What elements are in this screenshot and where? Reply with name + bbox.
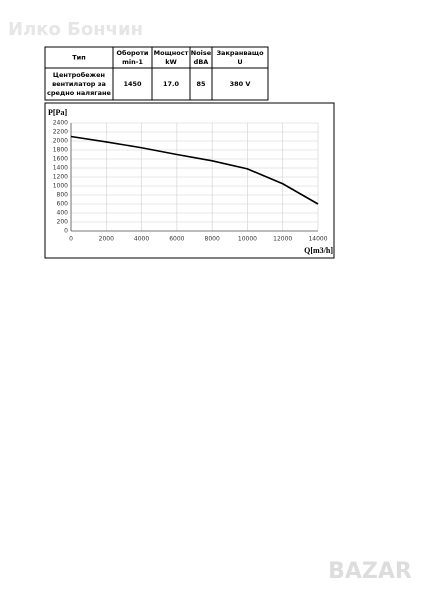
table-cell: U [237, 58, 242, 66]
x-axis-label: Q[m3/h] [304, 246, 333, 255]
y-tick-label: 1600 [53, 156, 68, 163]
x-tick-label: 12000 [273, 236, 292, 243]
x-tick-label: 6000 [169, 236, 184, 243]
table-cell: dBA [194, 58, 209, 66]
y-tick-label: 200 [57, 219, 69, 226]
table-cell: 1450 [123, 80, 142, 88]
y-tick-label: 1800 [53, 147, 68, 154]
curve [70, 135, 319, 205]
x-tick-label: 4000 [134, 236, 149, 243]
y-tick-label: 1200 [53, 174, 68, 181]
x-tick-label: 8000 [205, 236, 220, 243]
table-cell: min-1 [122, 58, 143, 66]
y-tick-label: 1000 [53, 183, 68, 190]
table-cell: Noise [191, 49, 212, 57]
table-cell: вентилатор за [52, 80, 106, 88]
y-axis-label: P[Pa] [48, 108, 67, 117]
table-cell: Закранващо [216, 49, 264, 57]
table-cell: 85 [196, 80, 206, 88]
chart-frame [44, 102, 335, 259]
table-cell: kW [165, 58, 177, 66]
y-tick-label: 2200 [53, 129, 68, 136]
table-cell: средно налягане [47, 89, 111, 97]
y-tick-label: 2400 [53, 120, 68, 127]
table-border [44, 46, 269, 101]
table-cell: Мощност [154, 49, 189, 57]
table-cell: 17.0 [163, 80, 180, 88]
table-cell: Обороти [117, 49, 149, 57]
table-cell: 380 V [230, 80, 251, 88]
y-tick-label: 400 [57, 210, 69, 217]
x-tick-label: 0 [69, 236, 73, 243]
watermark: Илко Бончин [8, 19, 143, 40]
x-tick-label: 2000 [99, 236, 114, 243]
y-tick-label: 2000 [53, 138, 68, 145]
y-tick-label: 600 [57, 201, 69, 208]
logo: BAZAR [328, 559, 412, 584]
x-tick-label: 10000 [238, 236, 257, 243]
x-tick-label: 14000 [308, 236, 327, 243]
table-cell: Тип [72, 54, 85, 62]
y-tick-label: 0 [64, 228, 68, 235]
y-tick-label: 800 [57, 192, 69, 199]
table-cell: Центробежен [53, 71, 105, 79]
y-tick-label: 1400 [53, 165, 68, 172]
